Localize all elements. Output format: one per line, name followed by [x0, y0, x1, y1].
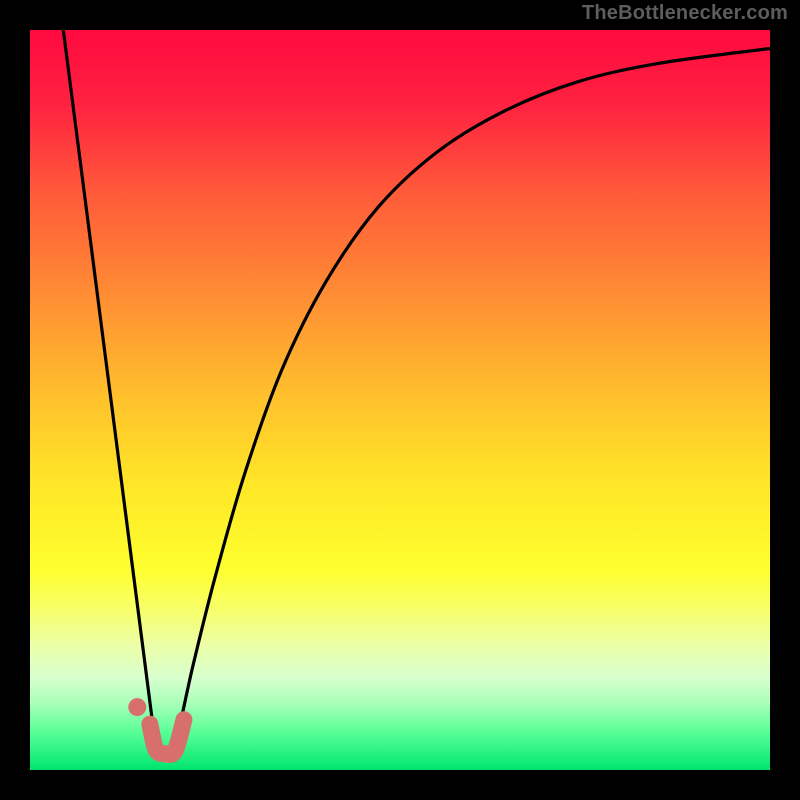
watermark-label: TheBottlenecker.com	[582, 2, 788, 25]
current-position-dot	[128, 698, 146, 716]
bottleneck-chart	[0, 0, 800, 800]
chart-container: TheBottlenecker.com	[0, 0, 800, 800]
